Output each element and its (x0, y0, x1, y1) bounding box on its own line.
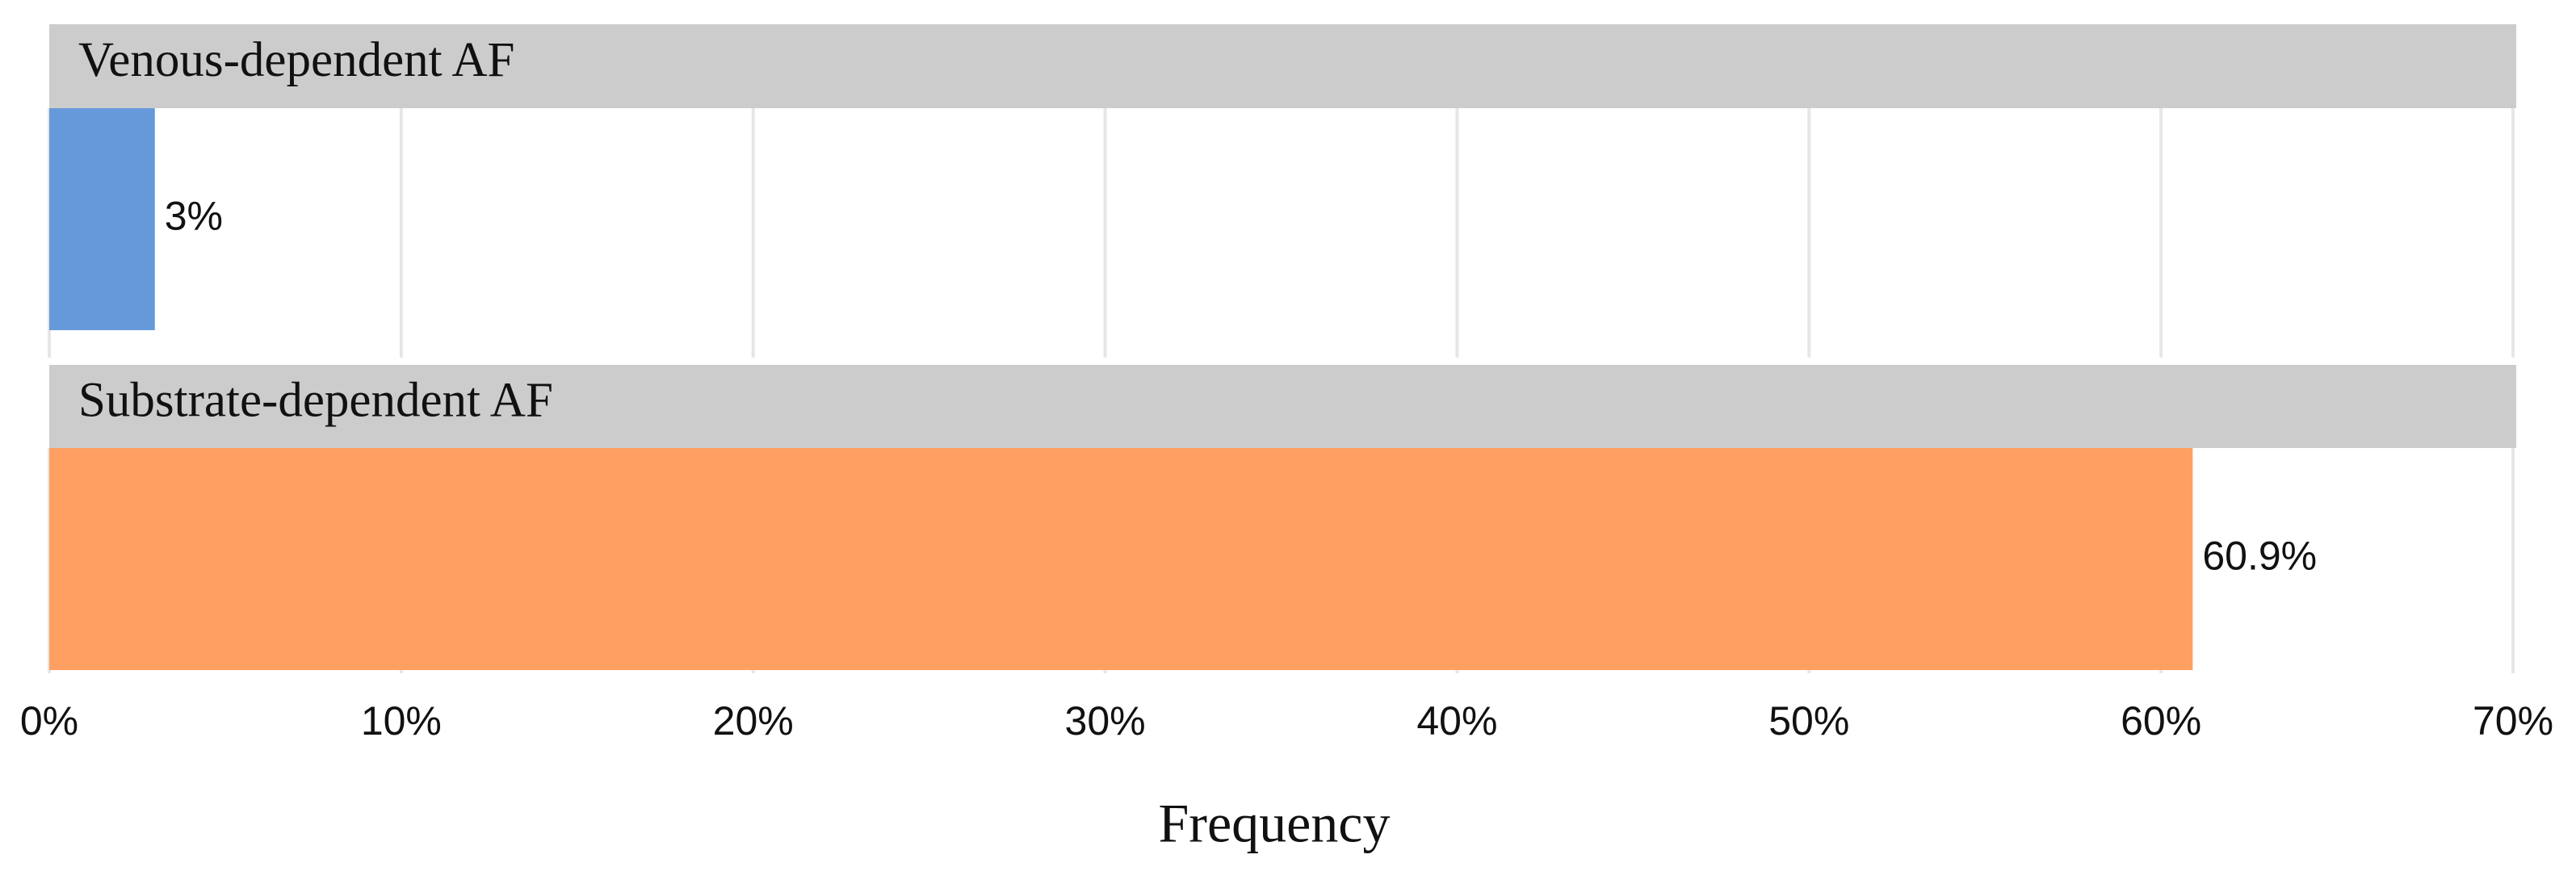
x-tick-label: 60% (2121, 698, 2201, 744)
strip-title: Substrate-dependent AF (78, 374, 553, 428)
value-label: 3% (165, 194, 223, 239)
x-tick-label: 70% (2473, 698, 2553, 744)
strip (49, 365, 2516, 448)
x-tick-label: 40% (1416, 698, 1497, 744)
strip-title: Venous-dependent AF (78, 33, 514, 87)
x-tick-label: 50% (1768, 698, 1849, 744)
bar (49, 448, 2193, 670)
value-label: 60.9% (2202, 534, 2317, 579)
x-tick-label: 20% (713, 698, 794, 744)
x-axis-label: Frequency (1158, 793, 1390, 854)
x-tick-label: 30% (1065, 698, 1146, 744)
bar (49, 108, 155, 330)
strip (49, 24, 2516, 108)
x-tick-label: 0% (20, 698, 78, 744)
x-tick-label: 10% (361, 698, 442, 744)
